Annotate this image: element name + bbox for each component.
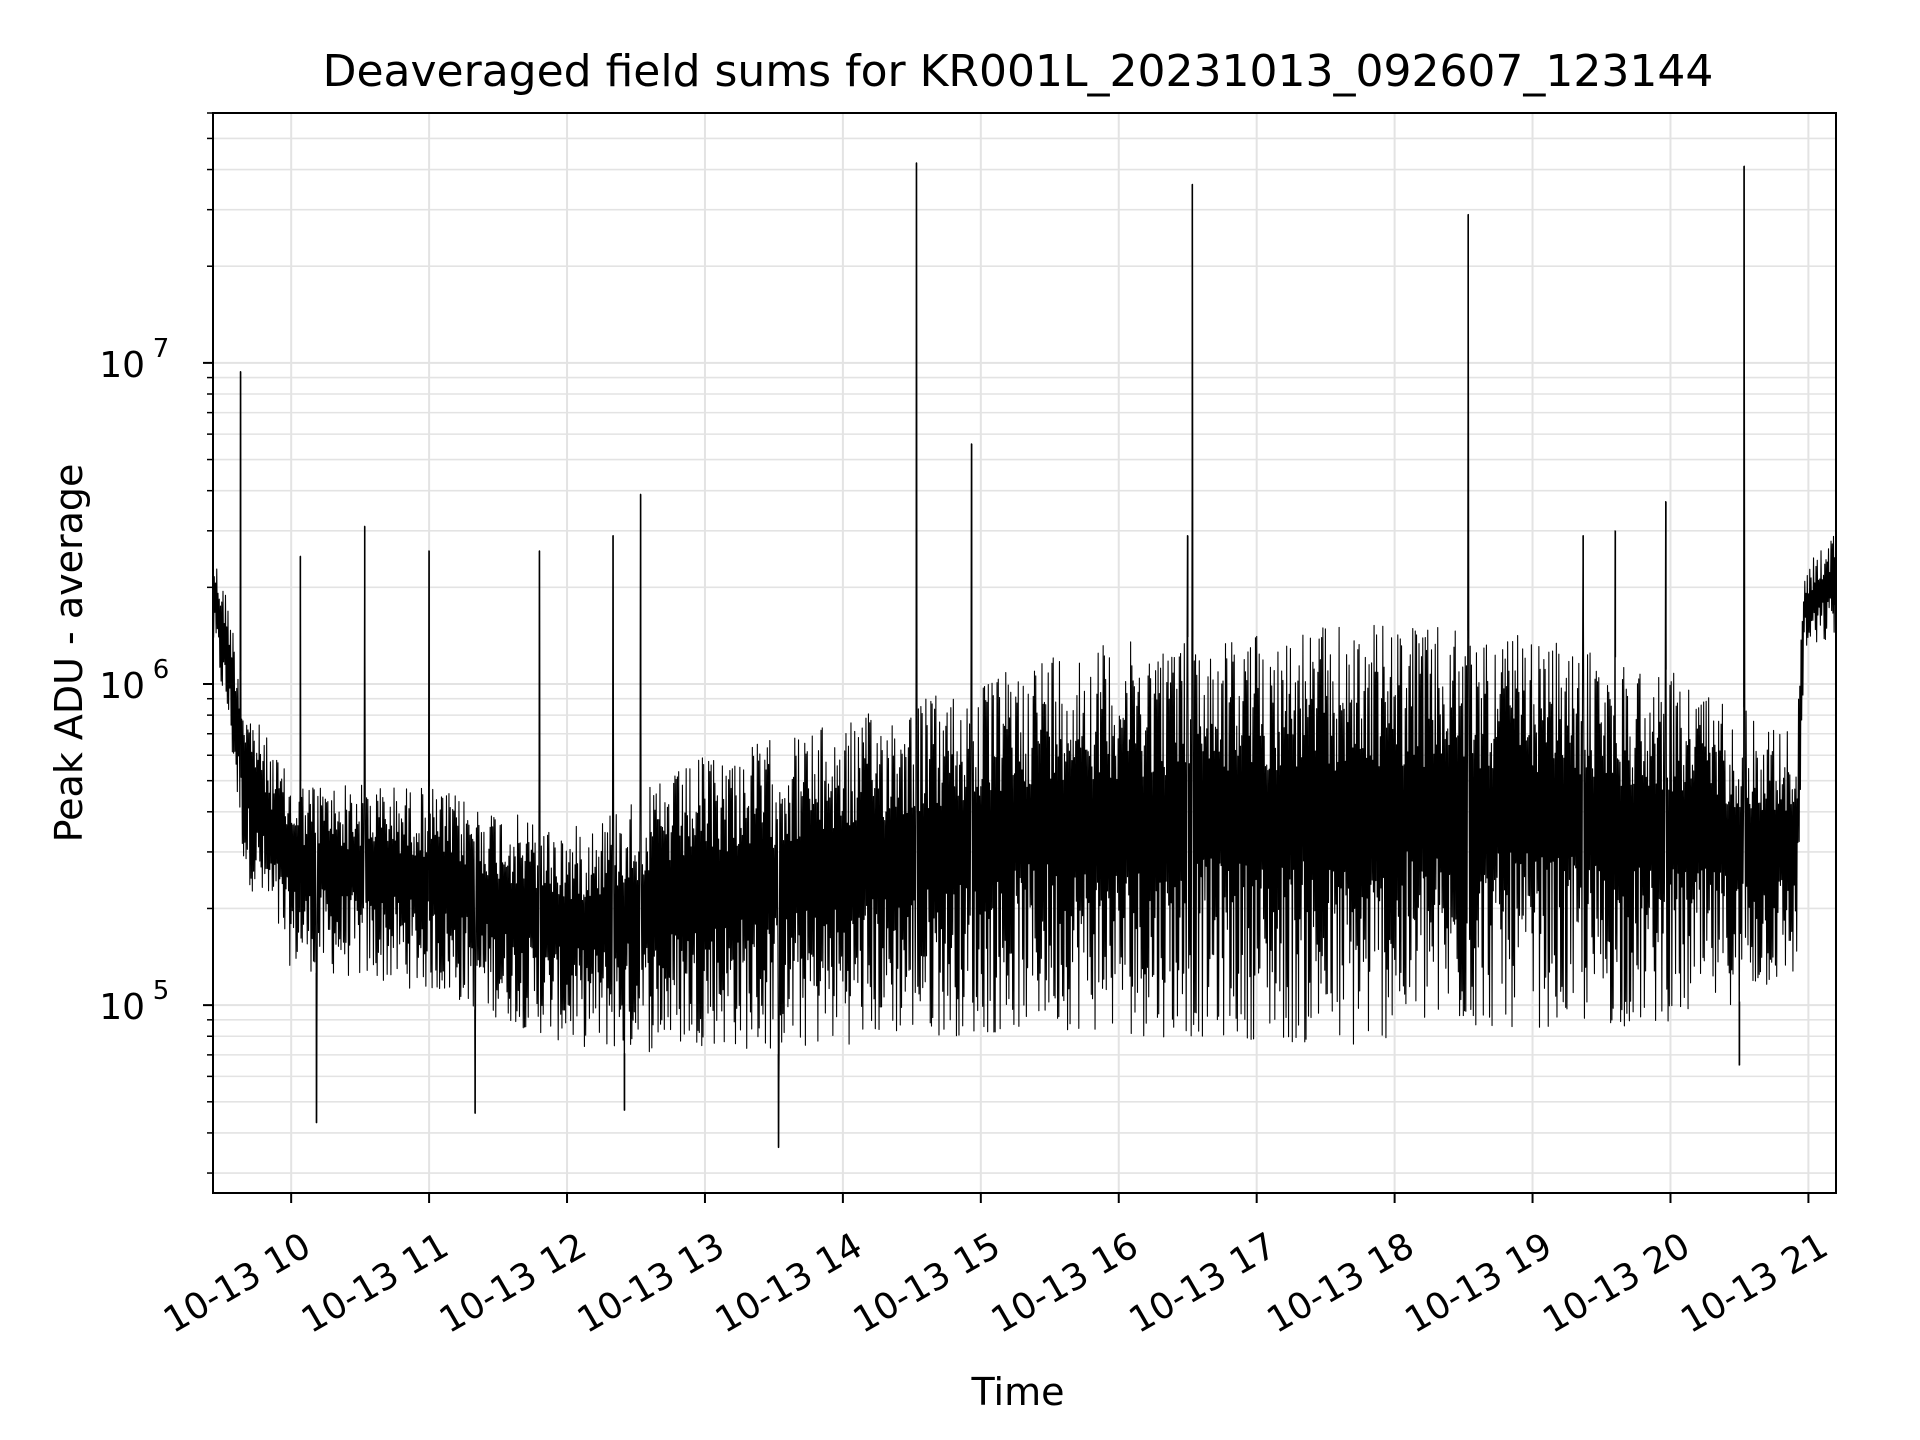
y-tick-label: 10 xyxy=(99,666,145,707)
y-tick-label-exponent: 6 xyxy=(153,655,170,685)
chart-title: Deaveraged field sums for KR001L_2023101… xyxy=(323,46,1714,97)
data-series xyxy=(212,162,1837,1149)
y-tick-label: 10 xyxy=(99,345,145,386)
x-axis-label: Time xyxy=(971,1370,1065,1414)
y-tick-label-exponent: 7 xyxy=(153,334,170,364)
plot-frame xyxy=(212,112,1837,1194)
series-line xyxy=(212,162,1837,1149)
y-axis-label: Peak ADU - average xyxy=(47,464,91,843)
y-tick-label-exponent: 5 xyxy=(153,976,170,1006)
y-tick-label: 10 xyxy=(99,987,145,1028)
